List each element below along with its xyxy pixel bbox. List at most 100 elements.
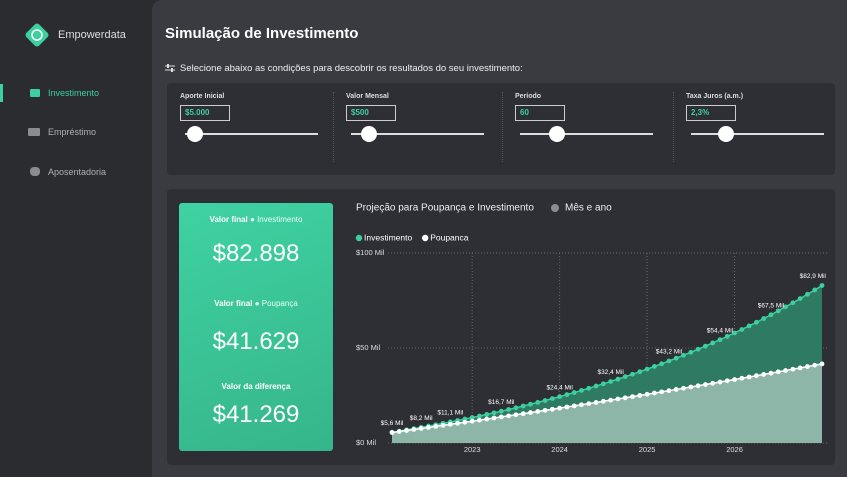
kpi-label: Valor da diferença [221,382,291,391]
point [615,376,621,382]
nav-icon [28,128,40,136]
point [754,319,759,325]
control-label: Período [515,93,542,100]
point [418,426,424,431]
point [564,404,570,410]
point [498,408,504,414]
point [491,415,497,421]
point [761,372,767,377]
sidebar: Empowerdata Investimento Empréstimo Apos… [0,0,152,477]
nav-item[interactable]: Investimento [48,88,100,98]
point [688,349,694,355]
point [513,405,519,411]
point [477,413,482,419]
page-title: Simulação de Investimento [165,25,359,42]
nav-item[interactable]: Aposentadoria [48,167,107,177]
data-label: $43,2 Mil [656,349,683,356]
data-label: $67,5 Mil [758,302,785,309]
point [462,419,468,425]
point [717,337,723,343]
point [783,368,788,373]
slider-knob[interactable] [549,126,565,142]
brand: Empowerdata [58,29,126,41]
data-label: $5,6 Mil [381,420,404,427]
point [433,424,439,429]
nav-item[interactable]: Empréstimo [48,127,97,137]
point [455,420,460,426]
point [659,389,665,395]
point [746,323,752,329]
data-label: $24,4 Mil [546,384,573,391]
slider-track [520,133,653,135]
kpi-value: $41.629 [212,328,300,355]
point [644,391,650,397]
point [637,393,643,398]
point [615,396,621,402]
point [586,385,592,391]
point [644,366,650,372]
point [732,377,737,382]
data-label: $11,1 Mil [437,410,463,417]
point [593,400,599,405]
point [586,401,592,406]
point [469,418,475,424]
drill-icon[interactable] [551,204,559,212]
point [630,394,635,400]
kpi-legend: ● Investimento [250,215,303,224]
point [411,427,417,432]
x-tick-label: 2023 [464,445,481,454]
point [528,401,533,407]
point [535,409,541,414]
page-subtitle: Selecione abaixo as condições para desco… [180,63,523,74]
point [651,390,657,396]
slider-knob[interactable] [361,126,377,142]
point [513,412,519,418]
point [549,396,555,401]
point [754,373,759,379]
x-tick-label: 2024 [551,445,568,454]
point [520,411,526,417]
kpi-value: $82.898 [212,240,300,267]
kpi-legend-text: Investimento [257,215,303,224]
point [666,358,672,364]
divider [502,92,504,162]
point [622,395,628,401]
data-label: $54,4 Mil [707,327,734,334]
point [622,374,628,380]
kpi-label: Valor final ● Poupança [179,299,333,308]
y-tick-label: $50 Mil [356,343,381,352]
point [404,428,409,433]
point [673,355,679,361]
point [542,398,548,403]
slider-knob[interactable] [718,126,734,142]
kpi-legend-text: Poupança [261,299,298,308]
point [557,405,563,411]
control-input[interactable]: 2,3% [686,105,736,121]
kpi-value: $41.269 [212,401,300,428]
point [571,390,577,395]
point [666,388,672,394]
point [775,308,781,314]
point [506,413,512,419]
point [484,416,490,422]
control-input[interactable]: $500 [346,105,396,121]
point [659,361,665,367]
point [812,287,818,293]
point [702,382,708,387]
point [724,333,730,339]
slider-knob[interactable] [187,126,203,142]
kpi-legend: ● Poupança [254,299,298,308]
point [549,406,555,412]
point [783,304,788,310]
legend-marker [422,234,429,242]
y-tick-label: $100 Mil [356,248,385,257]
point [681,385,686,391]
control-input[interactable]: 60 [515,105,565,121]
point [673,387,679,392]
point [812,362,818,368]
control-input[interactable]: $5.000 [180,105,230,121]
point [819,361,825,367]
point [702,343,708,349]
